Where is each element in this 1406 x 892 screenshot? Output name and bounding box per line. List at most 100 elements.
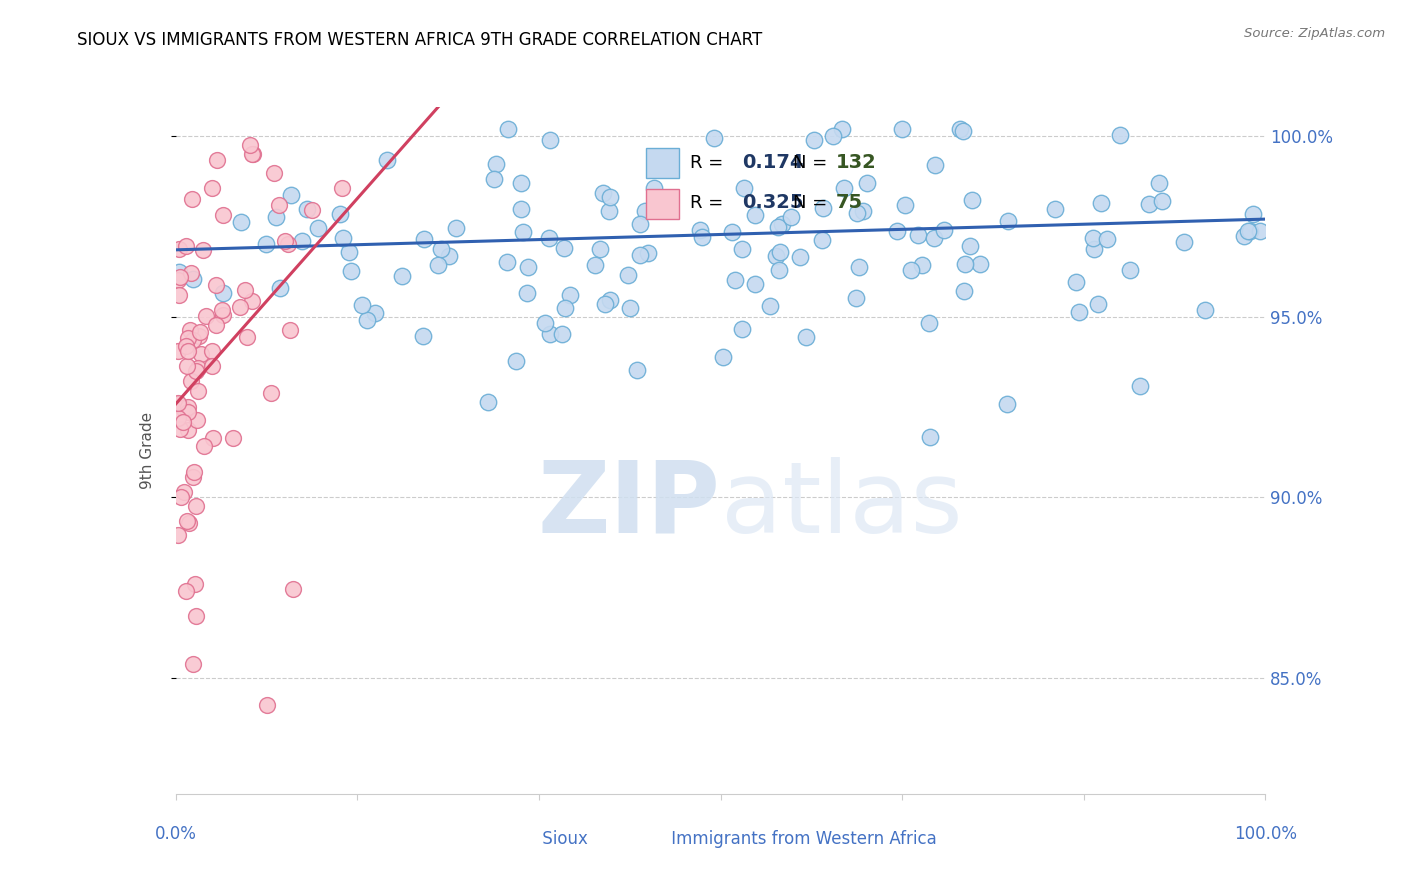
Point [813,202,835,216]
Point [201,181,224,195]
Point [477,395,499,409]
Point [768,263,790,277]
Point [240,147,263,161]
Point [510,176,533,190]
Point [437,249,460,263]
Point [845,205,868,219]
Point [689,223,711,237]
Point [886,224,908,238]
Point [280,188,302,202]
Point [169,242,191,256]
Point [356,313,378,327]
Point [769,245,792,260]
Point [969,257,991,271]
Point [1043,202,1066,217]
Point [852,203,875,218]
Point [205,278,228,293]
Text: R =: R = [690,154,730,172]
Point [295,202,318,217]
Point [177,423,200,437]
Point [205,318,228,333]
Point [918,430,941,444]
Point [167,343,190,358]
Point [174,583,197,598]
Point [446,221,468,235]
Point [332,181,354,195]
Point [176,238,198,252]
Point [558,288,581,302]
Point [848,260,870,275]
Point [538,231,561,245]
Point [186,413,208,427]
Point [184,364,207,378]
Point [512,225,534,239]
Point [538,326,561,341]
Point [190,347,212,361]
Point [891,121,914,136]
Point [1152,194,1174,208]
Point [1087,297,1109,311]
Text: Sioux: Sioux [516,830,588,847]
Point [794,329,817,343]
Y-axis label: 9th Grade: 9th Grade [141,412,155,489]
Point [516,285,538,300]
Point [340,264,363,278]
Point [766,220,789,235]
Point [789,251,811,265]
Point [599,293,621,307]
Point [412,328,434,343]
FancyBboxPatch shape [645,148,679,178]
Text: 0.174: 0.174 [742,153,803,172]
Point [1064,275,1087,289]
Point [1090,195,1112,210]
Point [181,193,204,207]
Point [167,287,190,301]
Point [900,262,922,277]
Text: Source: ZipAtlas.com: Source: ZipAtlas.com [1244,27,1385,40]
Point [254,237,277,252]
Point [281,582,304,597]
Point [180,375,202,389]
Point [765,250,787,264]
Text: 0.325: 0.325 [742,194,803,212]
Point [731,322,754,336]
Point [229,300,252,314]
Point [167,265,190,279]
Point [211,208,233,222]
Point [533,316,555,330]
Point [588,242,610,256]
Point [619,301,641,315]
Text: 75: 75 [835,194,863,212]
Point [952,124,974,138]
Text: Immigrants from Western Africa: Immigrants from Western Africa [645,830,936,847]
Point [758,299,780,313]
Point [413,232,436,246]
Point [201,359,224,374]
Point [772,217,794,231]
Point [962,193,984,207]
Point [598,203,620,218]
Point [831,121,853,136]
Point [496,121,519,136]
Point [1241,207,1264,221]
Point [177,405,200,419]
Point [1249,224,1271,238]
Point [918,316,941,330]
Point [194,309,217,323]
Point [516,260,538,274]
Point [724,272,747,286]
Point [212,308,235,322]
Point [1129,379,1152,393]
Point [997,214,1019,228]
Point [1083,242,1105,256]
Point [242,146,264,161]
Point [184,577,207,591]
Point [167,397,190,411]
Point [595,297,617,311]
Point [183,333,205,347]
Point [167,528,190,542]
Point [184,609,207,624]
Point [167,273,190,287]
Point [949,121,972,136]
Point [634,203,657,218]
